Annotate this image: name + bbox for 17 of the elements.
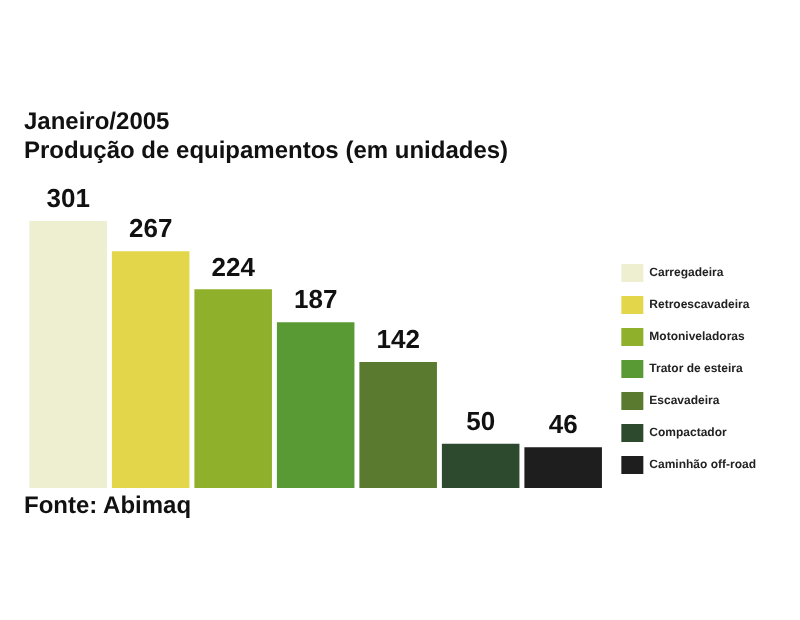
bar <box>276 322 355 488</box>
data-label: 46 <box>548 409 578 440</box>
bar <box>29 221 107 488</box>
data-label: 50 <box>466 405 496 436</box>
bar <box>359 362 437 488</box>
bar <box>441 443 520 488</box>
bar <box>524 447 602 488</box>
data-label: 267 <box>128 213 173 244</box>
data-label: 224 <box>211 251 257 282</box>
source-note: Fonte: Abimaq <box>24 490 192 519</box>
data-label: 142 <box>376 324 420 355</box>
chart-title: Janeiro/2005 <box>24 107 171 136</box>
bar <box>111 251 190 488</box>
bar <box>194 289 272 488</box>
chart-subtitle: Produção de equipamentos (em unidades) <box>24 135 509 164</box>
data-label: 301 <box>46 183 90 214</box>
data-label: 187 <box>293 284 338 315</box>
